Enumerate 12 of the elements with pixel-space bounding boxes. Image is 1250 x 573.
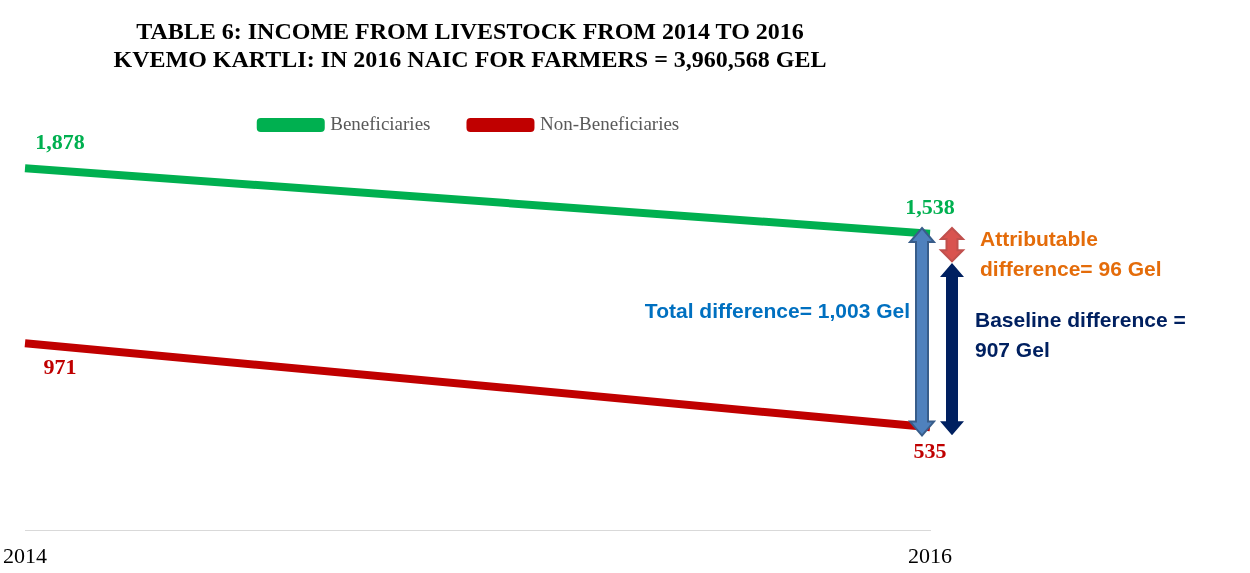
x-tick-label: 2016 xyxy=(908,542,952,568)
annotation: Attributable difference= 96 Gel xyxy=(980,225,1163,282)
data-label: 1,538 xyxy=(905,194,955,220)
data-label: 971 xyxy=(43,353,77,379)
x-tick-label: 2014 xyxy=(3,542,47,568)
data-label: 1,878 xyxy=(35,128,85,154)
legend-label: Non-Beneficiaries xyxy=(539,113,680,135)
annotation: Total difference= 1,003 Gel xyxy=(643,297,910,324)
data-label: 535 xyxy=(913,438,947,464)
chart-title: TABLE 6: INCOME FROM LIVESTOCK FROM 2014 TO 2016 KVEMO KARTLI: IN 2016 NAIC FOR FARMERS = 3,960,568 GEL xyxy=(113,17,827,73)
annotation: Baseline difference = 907 Gel xyxy=(975,307,1187,364)
legend-label: Beneficiaries xyxy=(330,113,431,135)
